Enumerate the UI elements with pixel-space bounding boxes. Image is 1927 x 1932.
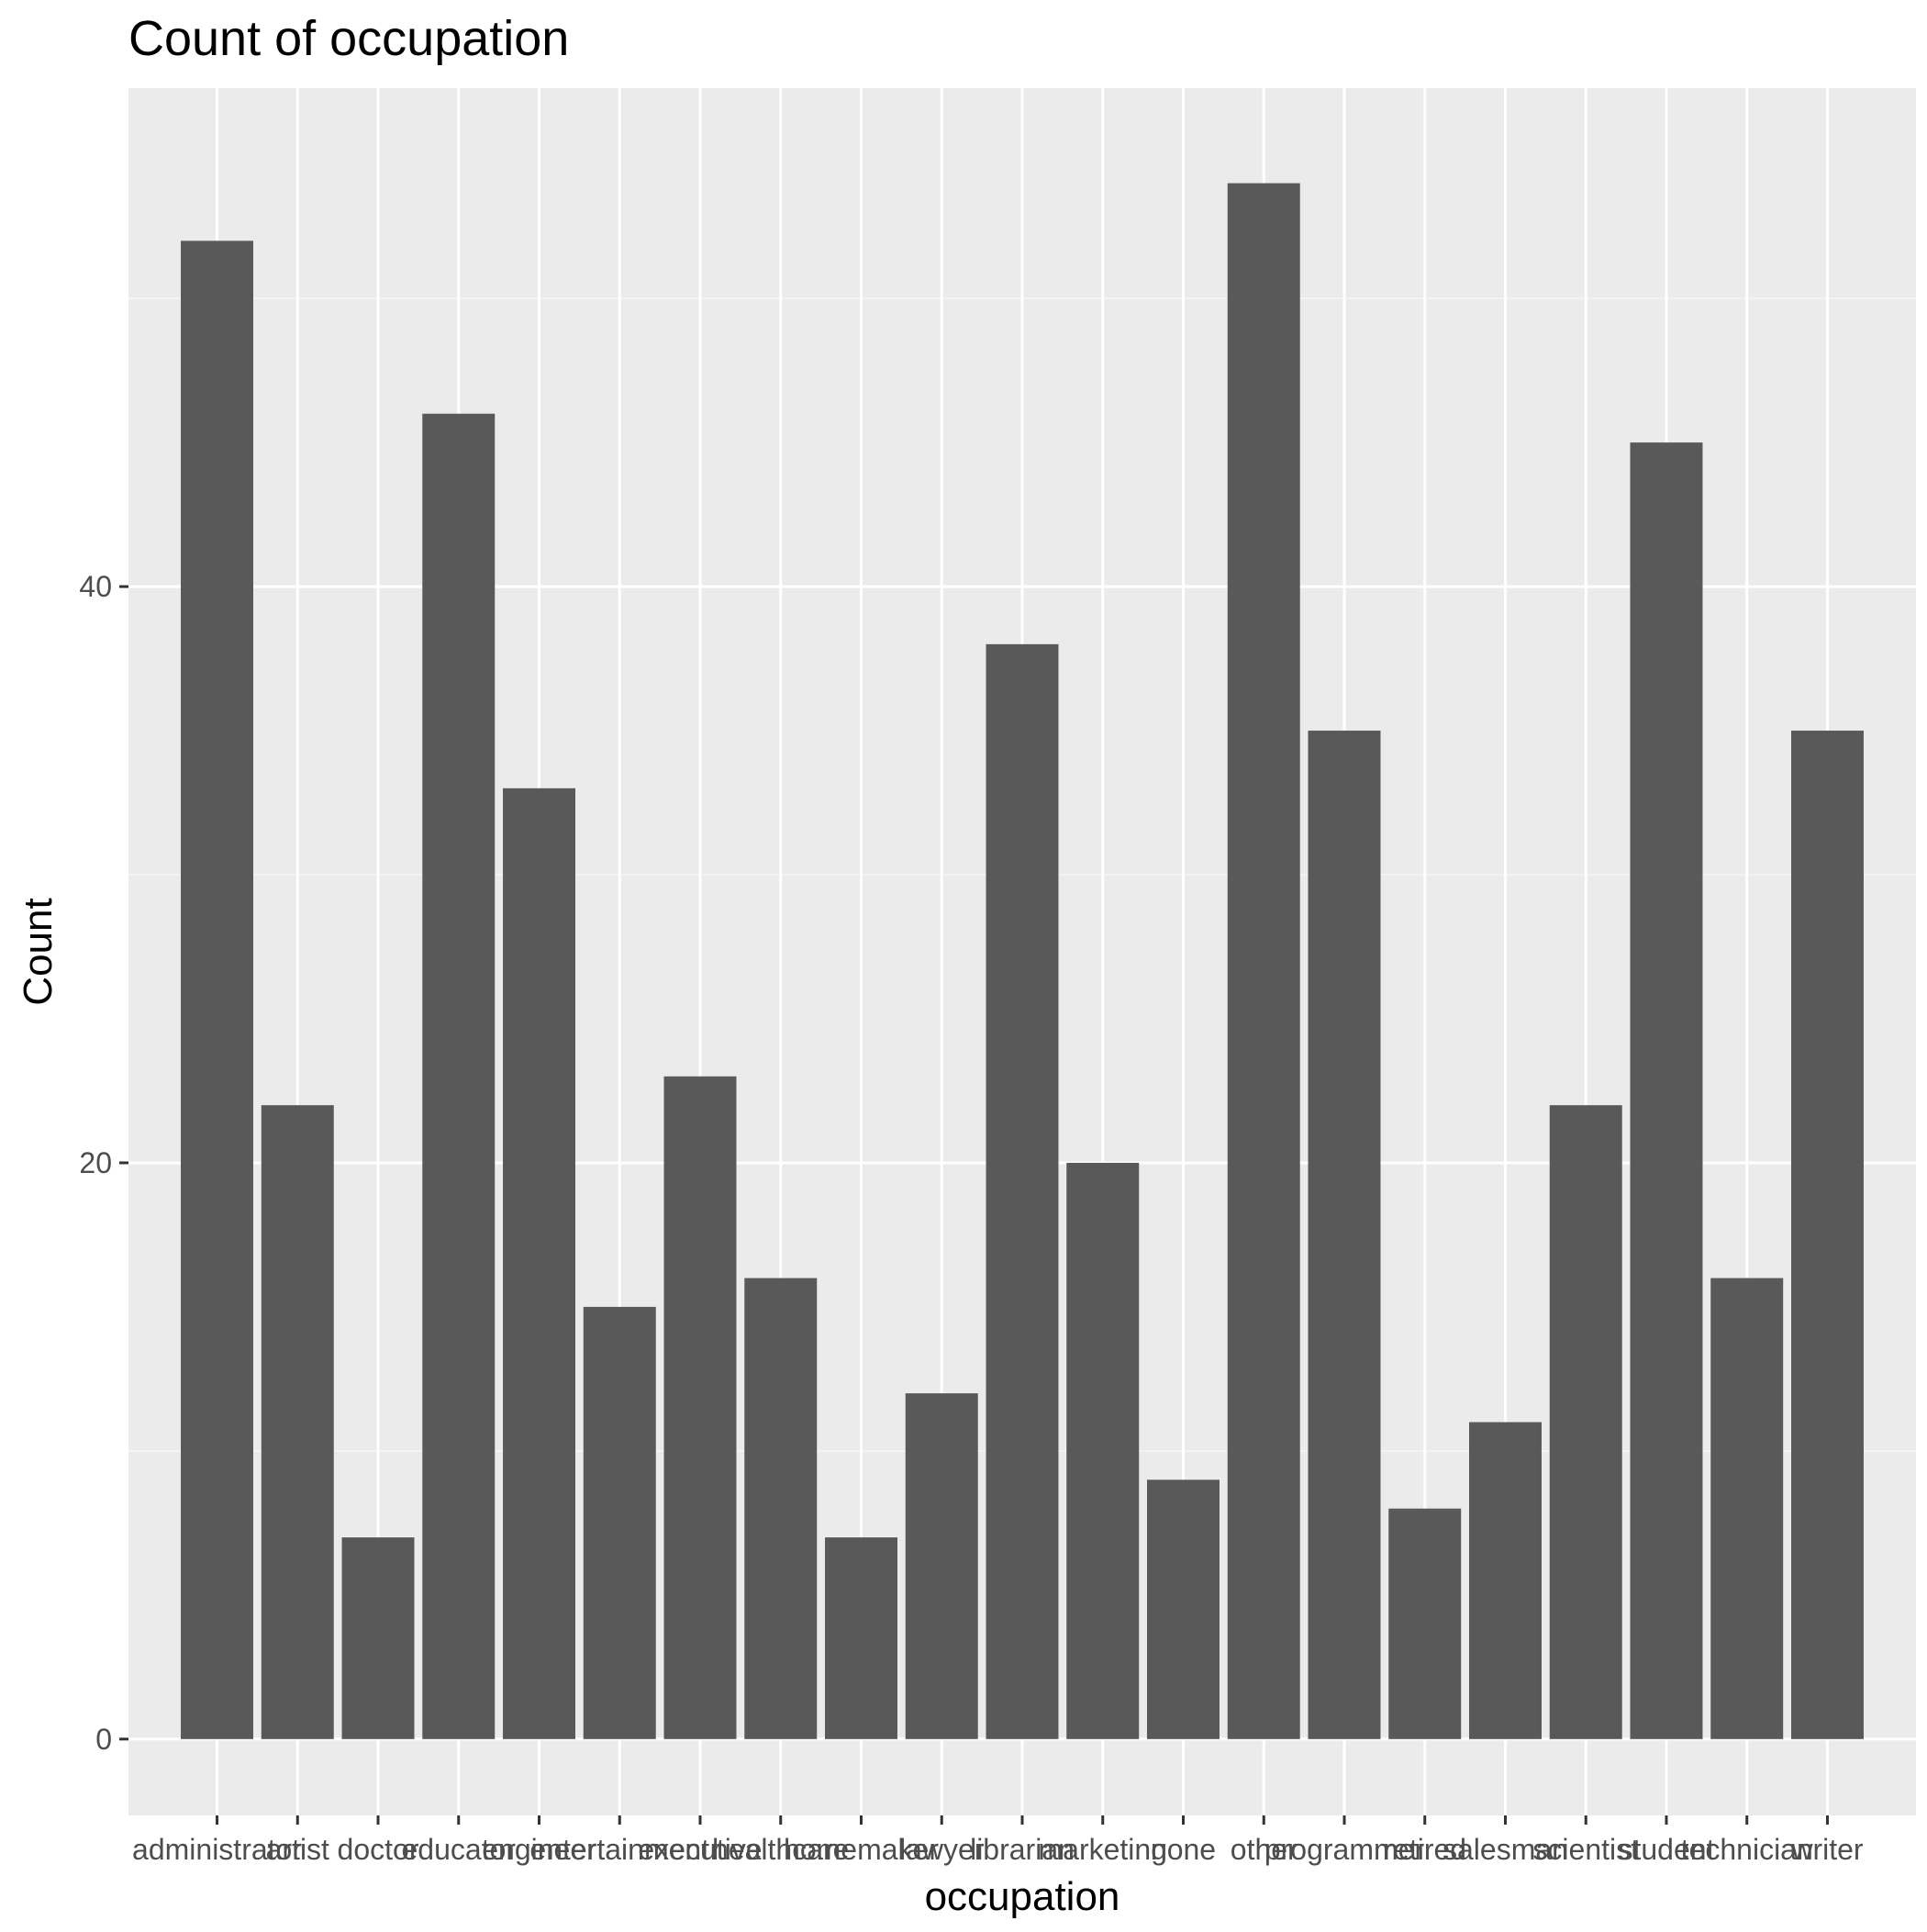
x-tick-label-entertainment: entertainment [529,1833,709,1866]
x-tick-label-student: student [1618,1833,1714,1866]
x-tick-label-healthcare: healthcare [712,1833,849,1866]
x-tick-label-artist: artist [266,1833,329,1866]
x-tick-label-engineer: engineer [482,1833,596,1866]
x-tick-label-retired: retired [1383,1833,1466,1866]
bar-writer [1790,731,1864,1739]
x-tick-label-salesman: salesman [1442,1833,1568,1866]
bar-none [1147,1480,1220,1739]
y-tick-label: 0 [95,1723,112,1756]
x-tick-label-educator: educator [402,1833,517,1866]
bar-lawyer [905,1393,978,1739]
bar-entertainment [583,1306,656,1739]
x-tick-label-homemaker: homemaker [784,1833,939,1866]
bar-executive [663,1076,737,1739]
bar-salesman [1469,1422,1542,1739]
x-tick-label-other: other [1231,1833,1298,1866]
bar-doctor [341,1537,415,1739]
x-tick-label-none: none [1151,1833,1216,1866]
x-tick-label-writer: writer [1790,1833,1864,1866]
x-axis-title: occupation [925,1874,1120,1919]
bar-educator [422,413,496,1739]
bar-healthcare [744,1278,818,1739]
y-axis-title: Count [16,898,61,1005]
bar-librarian [986,643,1059,1739]
y-tick-label: 40 [79,570,112,603]
bar-retired [1388,1508,1462,1739]
x-tick-label-marketing: marketing [1038,1833,1167,1866]
bar-programmer [1308,731,1381,1739]
y-tick-label: 20 [79,1146,112,1179]
x-tick-label-librarian: librarian [970,1833,1075,1866]
bar-administrator [181,240,254,1739]
bar-student [1630,442,1703,1739]
x-tick-label-programmer: programmer [1264,1833,1425,1866]
bar-marketing [1066,1162,1140,1739]
bar-technician [1710,1278,1784,1739]
bars [181,183,1864,1739]
x-tick-label-doctor: doctor [338,1833,419,1866]
x-tick-label-lawyer: lawyer [899,1833,985,1866]
bar-scientist [1549,1105,1622,1739]
x-tick-label-scientist: scientist [1532,1833,1639,1866]
bar-engineer [503,787,575,1739]
x-tick-label-administrator: administrator [132,1833,302,1866]
x-tick-label-executive: executive [638,1833,762,1866]
bar-artist [261,1105,334,1739]
y-axis: 0 20 40 [79,570,128,1756]
bar-other [1227,183,1300,1739]
chart-title: Count of occupation [128,11,569,66]
x-tick-label-technician: technician [1681,1833,1813,1866]
bar-homemaker [825,1537,897,1739]
